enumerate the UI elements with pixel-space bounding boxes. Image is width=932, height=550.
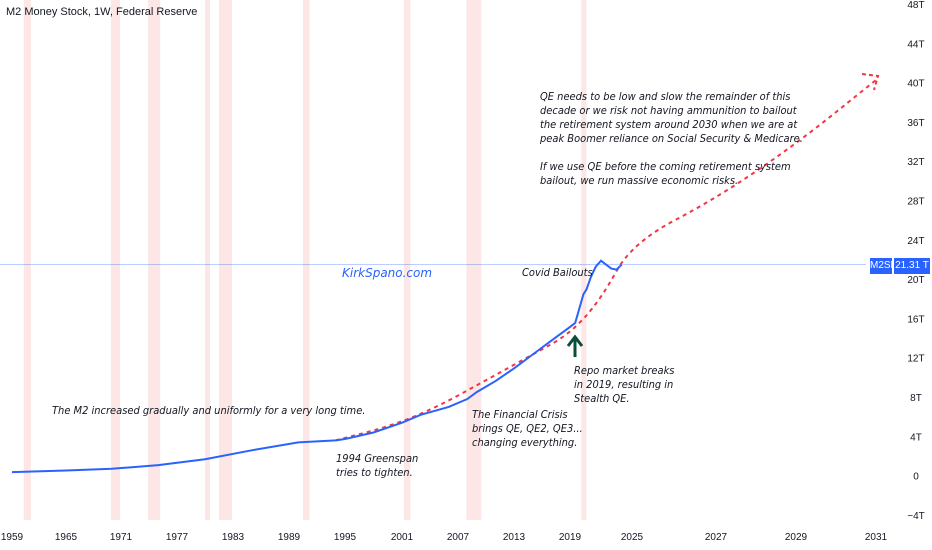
x-axis: 1959 1965 1971 1977 1983 1989 1995 2001 2007 2013… [1, 532, 888, 543]
y-tick-label: 44T [907, 39, 924, 50]
y-tick-label: 4T [910, 432, 922, 443]
recession-band [219, 0, 233, 520]
projection-line [335, 79, 877, 442]
chart-title: M2 Money Stock, 1W, Federal Reserve [6, 6, 198, 18]
y-tick-label: −4T [907, 511, 925, 522]
recession-band [23, 0, 31, 520]
brand-watermark: KirkSpano.com [342, 266, 433, 280]
x-tick-label: 1959 [1, 532, 24, 543]
annotation-qe-note: QE needs to be low and slow the remainde… [540, 90, 803, 187]
price-tag-value: 21.31 T [894, 258, 930, 274]
x-tick-label: 1971 [110, 532, 133, 543]
recession-band [148, 0, 161, 520]
projection-arrow-head [861, 73, 880, 91]
annotation-repo: Repo market breaks in 2019, resulting in… [574, 364, 675, 405]
annotation-financial-crisis: The Financial Crisis brings QE, QE2, QE3… [472, 408, 583, 449]
x-tick-label: 2019 [559, 532, 582, 543]
y-tick-label: 40T [907, 79, 924, 90]
x-tick-label: 2025 [621, 532, 644, 543]
annotation-covid: Covid Bailouts [522, 266, 593, 279]
recession-band [466, 0, 482, 520]
repo-arrow [566, 334, 584, 357]
y-tick-label: 0 [913, 472, 919, 483]
annotation-gradual: The M2 increased gradually and uniformly… [52, 404, 366, 417]
x-tick-label: 2029 [785, 532, 808, 543]
x-tick-label: 1983 [222, 532, 245, 543]
y-tick-label: 16T [907, 314, 924, 325]
x-tick-label: 2031 [865, 532, 888, 543]
y-axis: 48T 44T 40T 36T 32T 28T 24T 20T 16T 12T 8T 4T 0 −4T [907, 0, 925, 522]
y-tick-label: 12T [907, 354, 924, 365]
y-tick-label: 48T [907, 0, 924, 11]
x-tick-label: 1977 [166, 532, 189, 543]
x-tick-label: 2007 [447, 532, 470, 543]
x-tick-label: 2027 [705, 532, 728, 543]
x-tick-label: 2013 [503, 532, 526, 543]
recession-band [403, 0, 411, 520]
recession-band [581, 0, 587, 520]
y-tick-label: 8T [910, 393, 922, 404]
y-tick-label: 24T [907, 236, 924, 247]
recession-band [205, 0, 210, 520]
y-tick-label: 28T [907, 197, 924, 208]
m2-series-line [11, 259, 623, 474]
x-tick-label: 2001 [391, 532, 414, 543]
y-tick-label: 20T [907, 275, 924, 286]
y-tick-label: 32T [907, 157, 924, 168]
x-tick-label: 1995 [334, 532, 357, 543]
recession-band [110, 0, 121, 520]
recession-band [303, 0, 310, 520]
recession-shading [23, 0, 587, 520]
x-tick-label: 1989 [278, 532, 301, 543]
price-tag-name: M2SL [870, 258, 896, 274]
y-tick-label: 36T [907, 118, 924, 129]
annotation-greenspan: 1994 Greenspan tries to tighten. [336, 452, 419, 479]
x-tick-label: 1965 [55, 532, 78, 543]
